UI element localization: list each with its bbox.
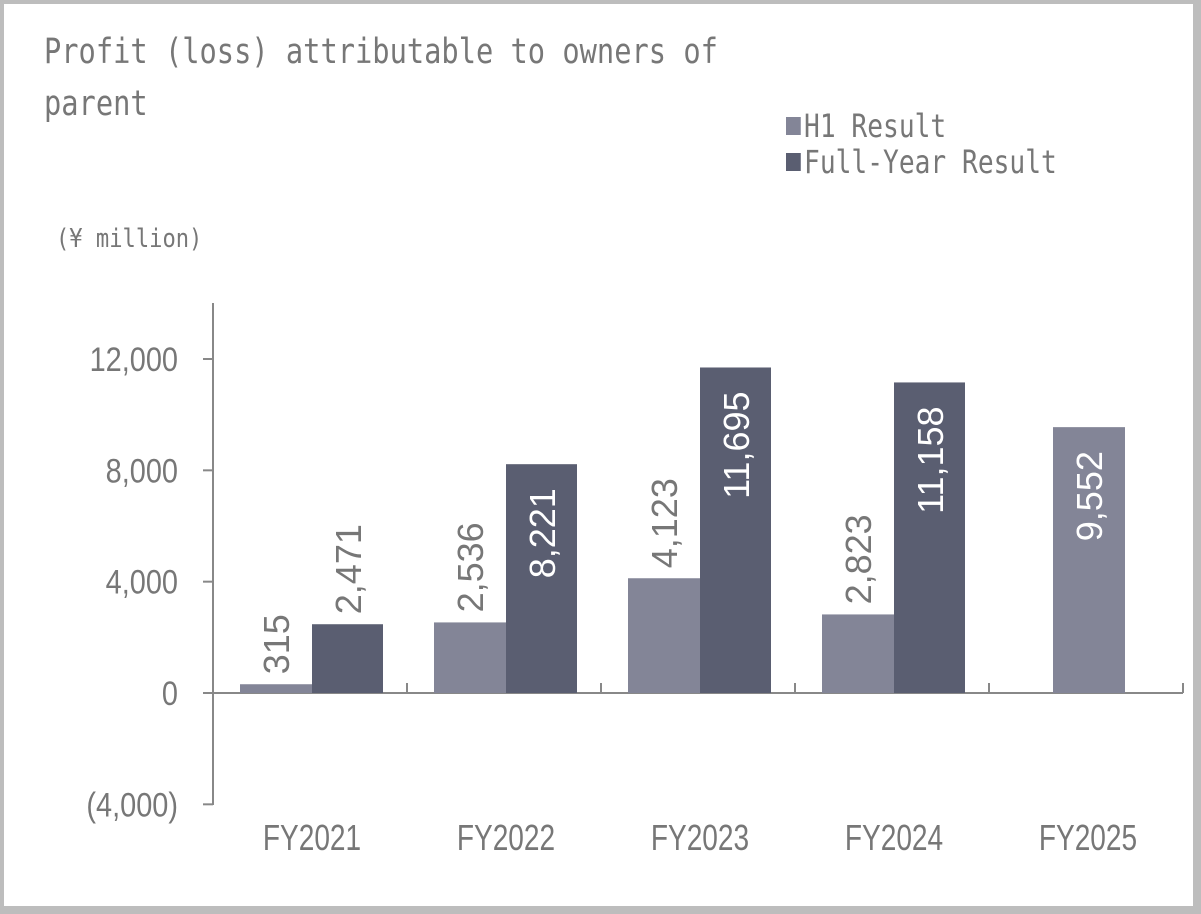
data-label-h1: 9,552 — [1069, 451, 1110, 541]
bar-full-year-fy2021 — [312, 624, 383, 693]
legend-label-h1: H1 Result — [804, 107, 947, 145]
y-tick-label: 8,000 — [106, 451, 178, 490]
legend-swatch-h1-icon — [786, 117, 801, 135]
legend-item-full-year: Full-Year Result — [786, 144, 1057, 180]
y-tick-label: 4,000 — [106, 562, 178, 601]
data-label-h1: 4,123 — [644, 478, 685, 568]
bar-full-year-fy2022 — [506, 464, 577, 693]
legend: H1 Result Full-Year Result — [786, 108, 1116, 180]
x-category-label: FY2022 — [457, 818, 555, 858]
legend-swatch-full-year-icon — [786, 153, 801, 171]
bar-h1-fy2022 — [434, 622, 506, 693]
data-label-h1: 315 — [256, 614, 297, 674]
bar-h1-fy2021 — [240, 684, 312, 693]
chart-title: Profit (loss) attributable to owners of … — [44, 32, 736, 124]
x-category-label: FY2023 — [651, 818, 749, 858]
bar-full-year-fy2024 — [894, 382, 965, 693]
x-category-label: FY2024 — [845, 818, 943, 858]
legend-item-h1: H1 Result — [786, 108, 1057, 144]
y-tick-label: (4,000) — [86, 785, 178, 824]
x-category-label: FY2021 — [263, 818, 361, 858]
bar-h1-fy2025 — [1053, 427, 1125, 693]
data-label-h1: 2,823 — [838, 514, 879, 604]
y-tick-label: 0 — [162, 674, 178, 713]
chart-frame — [4, 4, 1193, 906]
bar-h1-fy2023 — [628, 578, 700, 693]
y-axis-unit-label: (¥ million) — [56, 224, 203, 254]
bar-h1-fy2024 — [822, 614, 894, 693]
x-category-label: FY2025 — [1039, 818, 1137, 858]
y-tick-label: 12,000 — [90, 340, 178, 379]
data-label-h1: 2,536 — [450, 522, 491, 612]
bar-full-year-fy2023 — [700, 367, 771, 693]
data-label-full-year: 11,695 — [716, 391, 757, 498]
data-label-full-year: 8,221 — [522, 488, 563, 578]
data-label-full-year: 11,158 — [910, 406, 951, 513]
data-label-full-year: 2,471 — [328, 524, 369, 614]
legend-label-full-year: Full-Year Result — [804, 143, 1057, 181]
